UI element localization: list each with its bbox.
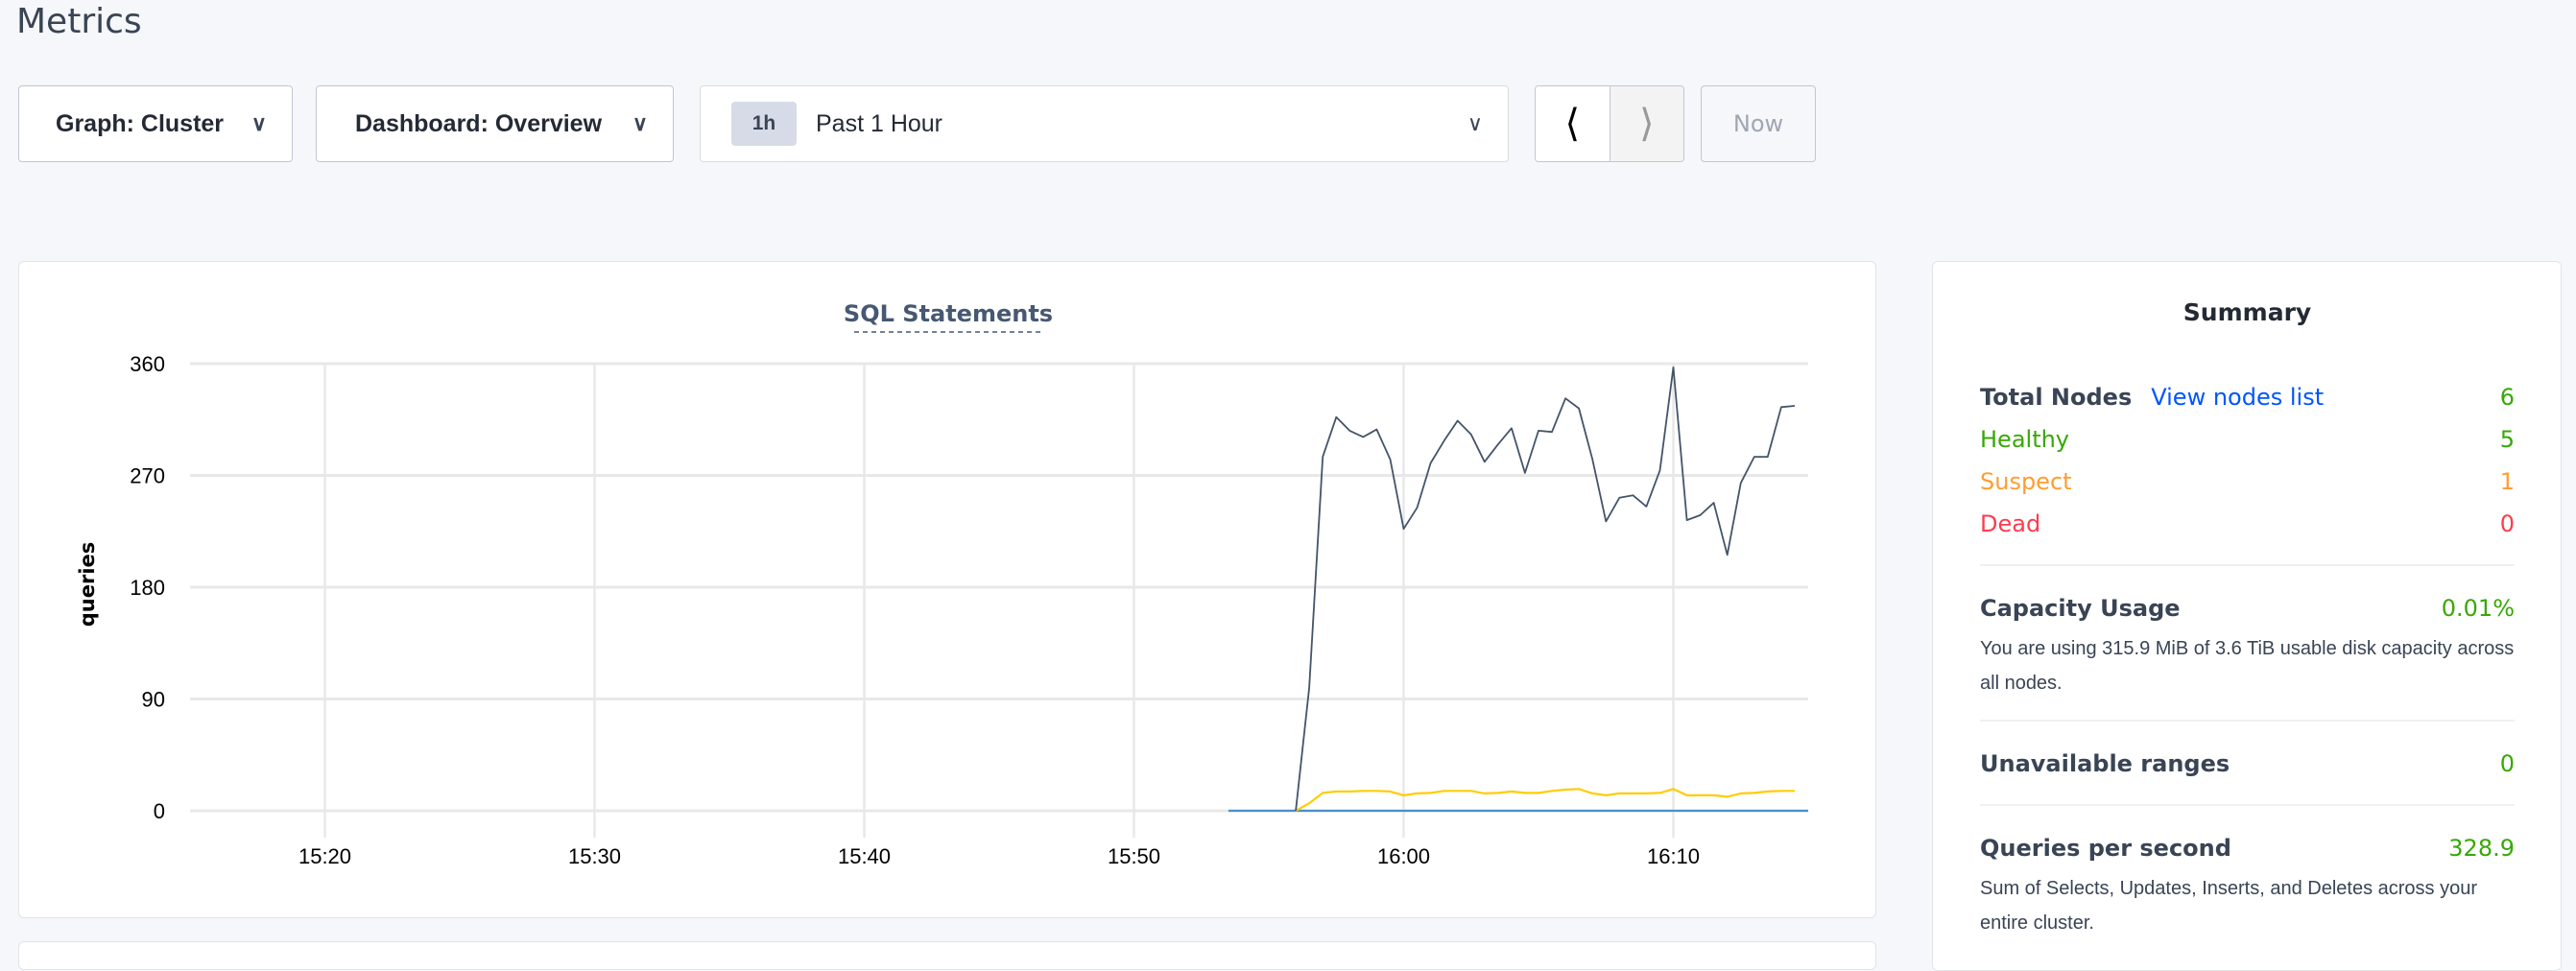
- y-tick-label: 90: [142, 688, 165, 712]
- healthy-row: Healthy 5: [1980, 418, 2515, 461]
- divider: [1980, 804, 2515, 806]
- view-nodes-list-link[interactable]: View nodes list: [2151, 384, 2325, 411]
- suspect-value: 1: [2499, 468, 2515, 495]
- page-title: Metrics: [16, 2, 142, 41]
- series-line-0: [1295, 367, 1796, 812]
- divider: [1980, 720, 2515, 722]
- time-range-badge: 1h: [731, 102, 797, 146]
- y-tick-label: 270: [130, 464, 165, 488]
- chart-title: SQL Statements: [844, 300, 1053, 327]
- now-button[interactable]: Now: [1701, 85, 1816, 162]
- dashboard-dropdown-label: Dashboard: Overview: [355, 109, 603, 137]
- unavailable-ranges-value: 0: [2499, 750, 2515, 777]
- chevron-down-icon: ∨: [250, 111, 267, 135]
- dead-value: 0: [2499, 510, 2515, 537]
- total-nodes-row: Total Nodes View nodes list 6: [1980, 376, 2515, 418]
- y-tick-label: 360: [130, 352, 165, 376]
- capacity-label: Capacity Usage: [1980, 595, 2181, 622]
- qps-label: Queries per second: [1980, 835, 2231, 862]
- total-nodes-value: 6: [2499, 384, 2515, 411]
- time-range-label: Past 1 Hour: [816, 109, 943, 137]
- sql-statements-chart: SQL Statements 0 90 180 270 360 15:20 15:30 15:4…: [76, 300, 1808, 868]
- qps-description: Sum of Selects, Updates, Inserts, and De…: [1980, 878, 2478, 934]
- y-tick-label: 180: [130, 576, 165, 600]
- x-tick-label: 15:40: [838, 844, 891, 868]
- capacity-row: Capacity Usage 0.01%: [1980, 587, 2515, 629]
- y-axis-label: queries: [76, 542, 99, 628]
- healthy-label: Healthy: [1980, 426, 2070, 453]
- sql-statements-chart-card: SQL Statements 0 90 180 270 360 15:20 15:30 15:4…: [18, 261, 1876, 918]
- suspect-label: Suspect: [1980, 468, 2072, 495]
- dead-label: Dead: [1980, 510, 2041, 537]
- series-line-1: [1295, 788, 1795, 812]
- x-tick-label: 15:30: [568, 844, 621, 868]
- divider: [1980, 564, 2515, 566]
- time-navigation: ⟨ ⟩: [1535, 85, 1684, 162]
- summary-panel: Summary Total Nodes View nodes list 6 He…: [1932, 261, 2562, 971]
- chevron-down-icon: ∨: [632, 111, 648, 135]
- qps-row: Queries per second 328.9: [1980, 827, 2515, 869]
- x-tick-label: 16:00: [1377, 844, 1430, 868]
- suspect-row: Suspect 1: [1980, 461, 2515, 503]
- summary-title: Summary: [2182, 298, 2312, 326]
- unavailable-ranges-row: Unavailable ranges 0: [1980, 743, 2515, 785]
- qps-value: 328.9: [2448, 835, 2515, 862]
- next-time-button[interactable]: ⟩: [1610, 86, 1683, 161]
- chevron-left-icon: ⟨: [1564, 102, 1581, 146]
- time-range-dropdown[interactable]: 1h Past 1 Hour ∨: [700, 85, 1509, 162]
- chevron-down-icon: ∨: [1467, 111, 1483, 135]
- x-tick-label: 15:50: [1108, 844, 1160, 868]
- dead-row: Dead 0: [1980, 503, 2515, 545]
- capacity-value: 0.01%: [2441, 595, 2515, 622]
- healthy-value: 5: [2499, 426, 2515, 453]
- capacity-description: You are using 315.9 MiB of 3.6 TiB usabl…: [1980, 638, 2515, 694]
- dashboard-dropdown[interactable]: Dashboard: Overview ∨: [316, 85, 674, 162]
- next-chart-card: [18, 941, 1876, 970]
- y-tick-label: 0: [154, 799, 165, 823]
- x-tick-label: 16:10: [1647, 844, 1700, 868]
- total-nodes-label: Total Nodes: [1980, 384, 2133, 411]
- unavailable-ranges-label: Unavailable ranges: [1980, 750, 2230, 777]
- previous-time-button[interactable]: ⟨: [1536, 86, 1610, 161]
- graph-dropdown-label: Graph: Cluster: [56, 109, 225, 137]
- x-tick-label: 15:20: [298, 844, 351, 868]
- graph-dropdown[interactable]: Graph: Cluster ∨: [18, 85, 293, 162]
- chevron-right-icon: ⟩: [1638, 102, 1655, 146]
